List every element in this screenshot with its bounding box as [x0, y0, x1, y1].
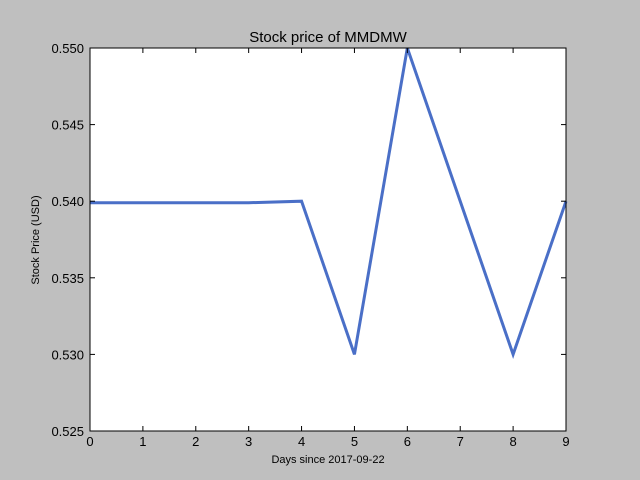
plot-area — [90, 48, 566, 431]
y-tick-label: 0.535 — [51, 271, 84, 286]
x-tick-label: 4 — [298, 434, 305, 449]
y-tick-label: 0.525 — [51, 424, 84, 439]
y-tick-label: 0.530 — [51, 347, 84, 362]
y-axis-label: Stock Price (USD) — [30, 195, 42, 284]
x-tick-label: 6 — [404, 434, 411, 449]
x-axis-ticks: 0 1 2 3 4 5 6 7 8 9 — [86, 48, 570, 449]
x-tick-label: 9 — [562, 434, 569, 449]
x-tick-label: 8 — [509, 434, 516, 449]
x-axis-label: Days since 2017-09-22 — [271, 454, 384, 466]
x-tick-label: 5 — [351, 434, 358, 449]
series-line-0 — [90, 47, 568, 359]
x-tick-label: 7 — [457, 434, 464, 449]
y-axis-ticks: 0.525 0.530 0.535 0.540 0.545 0.550 — [51, 41, 566, 439]
y-tick-label: 0.550 — [51, 41, 84, 56]
y-tick-label: 0.545 — [51, 118, 84, 133]
y-tick-label: 0.540 — [51, 194, 84, 209]
series-layer — [90, 47, 568, 359]
x-tick-label: 3 — [245, 434, 252, 449]
x-tick-label: 1 — [139, 434, 146, 449]
chart-title: Stock price of MMDMW — [249, 29, 407, 46]
plot-frame — [89, 47, 567, 432]
x-tick-label: 0 — [86, 434, 93, 449]
x-tick-label: 2 — [192, 434, 199, 449]
